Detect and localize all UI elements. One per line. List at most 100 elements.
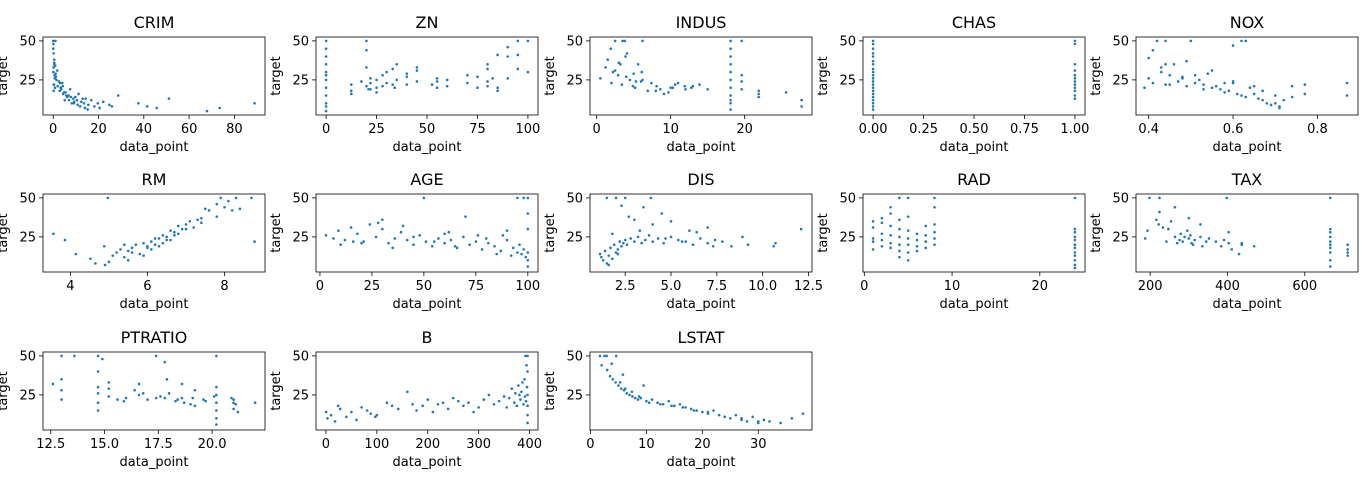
scatter-point: [645, 399, 648, 403]
scatter-point: [227, 199, 230, 203]
scatter-point: [146, 246, 149, 250]
scatter-point: [1073, 80, 1077, 83]
scatter-point: [234, 402, 238, 406]
scatter-point: [689, 407, 693, 411]
scatter-point: [1181, 77, 1184, 80]
y-tick-label: 50: [566, 34, 583, 49]
scatter-point: [698, 83, 701, 86]
scatter-point: [474, 240, 478, 243]
scatter-point: [1206, 72, 1210, 75]
scatter-point: [1175, 241, 1179, 245]
scatter-point: [124, 396, 128, 400]
scatter-point: [638, 229, 642, 232]
x-tick-label: 0.6: [1223, 122, 1244, 137]
scatter-point: [1189, 234, 1192, 237]
scatter-point: [1157, 223, 1160, 226]
scatter-point: [78, 105, 82, 108]
scatter-point: [424, 240, 428, 243]
x-tick-label: 0: [593, 122, 601, 137]
scatter-point: [757, 92, 761, 96]
subplot-tax: TAX 200 400 600 25 50 data_point target: [1089, 170, 1359, 312]
scatter-point: [349, 226, 353, 229]
scatter-point: [729, 108, 732, 111]
scatter-point: [1073, 73, 1077, 77]
scatter-point: [1244, 39, 1248, 43]
scatter-point: [232, 407, 235, 411]
scatter-point: [324, 47, 328, 50]
scatter-point: [1199, 223, 1202, 226]
scatter-point: [472, 410, 475, 414]
scatter-point: [365, 409, 369, 412]
scatter-point: [1202, 87, 1205, 91]
scatter-point: [486, 80, 489, 83]
scatter-point: [137, 393, 141, 397]
scatter-point: [779, 421, 782, 425]
x-axis-label: data_point: [120, 140, 189, 155]
scatter-point: [630, 390, 634, 394]
scatter-point: [253, 240, 256, 243]
scatter-point: [496, 89, 499, 93]
scatter-point: [153, 237, 157, 240]
scatter-point: [200, 216, 203, 220]
scatter-point: [106, 196, 110, 200]
subplot-title: AGE: [410, 170, 443, 189]
scatter-point: [610, 81, 613, 85]
x-tick-label: 25: [368, 122, 385, 137]
scatter-point: [324, 70, 328, 74]
scatter-point: [790, 417, 794, 420]
scatter-point: [701, 410, 704, 414]
y-tick-label: 25: [566, 388, 583, 403]
scatter-point: [360, 80, 363, 83]
scatter-point: [486, 67, 489, 71]
x-tick-label: 50: [419, 122, 436, 137]
scatter-point: [526, 413, 529, 417]
scatter-point: [137, 382, 141, 386]
scatter-point: [691, 243, 695, 246]
scatter-point: [487, 241, 490, 245]
scatter-point: [889, 241, 892, 245]
scatter-point: [924, 224, 928, 228]
scatter-point: [515, 404, 519, 408]
scatter-point: [116, 94, 120, 97]
x-tick-label: 0.25: [909, 122, 938, 137]
y-tick-label: 50: [1112, 34, 1129, 49]
scatter-point: [365, 48, 368, 52]
scatter-point: [492, 402, 496, 406]
scatter-point: [1219, 87, 1222, 91]
scatter-point: [324, 109, 328, 113]
scatter-point: [623, 39, 627, 43]
scatter-point: [1164, 39, 1167, 43]
scatter-point: [607, 263, 610, 267]
scatter-point: [215, 202, 219, 206]
scatter-point: [871, 77, 875, 80]
subplot-rm: RM 4 6 8 25 50 data_point target: [0, 170, 266, 312]
scatter-point: [63, 98, 67, 102]
scatter-point: [871, 92, 875, 96]
scatter-point: [1328, 227, 1332, 231]
scatter-point: [871, 237, 875, 240]
scatter-point: [74, 95, 77, 99]
scatter-point: [517, 384, 520, 387]
scatter-point: [462, 235, 465, 239]
y-tick-label: 25: [292, 388, 309, 403]
scatter-point: [1214, 240, 1218, 243]
scatter-point: [711, 244, 715, 248]
x-axis-label: data_point: [667, 297, 736, 312]
scatter-point: [232, 401, 235, 405]
scatter-point: [631, 395, 634, 398]
y-tick-label: 25: [19, 388, 36, 403]
x-tick-label: 4: [66, 279, 74, 294]
scatter-point: [933, 243, 936, 246]
scatter-point: [191, 396, 195, 400]
scatter-point: [67, 98, 71, 102]
y-tick-label: 25: [1112, 73, 1129, 88]
scatter-point: [1073, 69, 1077, 72]
scatter-point: [871, 59, 875, 63]
scatter-point: [486, 84, 489, 88]
scatter-point: [375, 86, 378, 89]
scatter-point: [662, 92, 666, 96]
scatter-point: [525, 385, 529, 389]
scatter-points: [324, 354, 529, 425]
scatter-point: [69, 95, 73, 99]
subplot-rad: RAD 0 10 20 25 50 data_point target: [816, 170, 1086, 312]
